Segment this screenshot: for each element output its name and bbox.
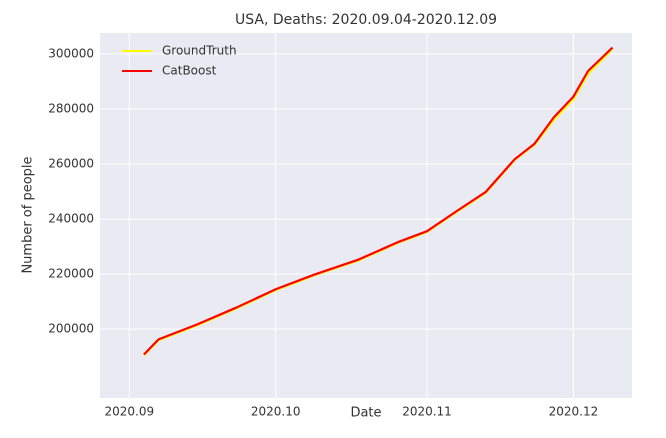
y-tick-label: 240000 [48, 212, 94, 226]
grid [100, 33, 632, 398]
plot-area [100, 33, 632, 398]
x-tick-label: 2020.12 [549, 405, 599, 419]
lines [143, 46, 614, 357]
y-tick-label: 280000 [48, 101, 94, 115]
x-tick-label: 2020.09 [104, 405, 154, 419]
legend-label: CatBoost [162, 64, 217, 78]
legend-label: GroundTruth [162, 44, 237, 58]
chart-title: USA, Deaths: 2020.09.04-2020.12.09 [235, 12, 497, 28]
y-tick-label: 220000 [48, 267, 94, 281]
x-tick-label: 2020.11 [402, 405, 452, 419]
series-line [143, 46, 614, 356]
y-axis-label: Number of people [21, 156, 36, 273]
x-tick-label: 2020.10 [251, 405, 301, 419]
x-axis-label: Date [350, 406, 381, 421]
legend: GroundTruth CatBoost [122, 44, 237, 78]
y-tick-label: 200000 [48, 322, 94, 336]
y-tick-label: 300000 [48, 46, 94, 60]
y-tick-label: 260000 [48, 157, 94, 171]
